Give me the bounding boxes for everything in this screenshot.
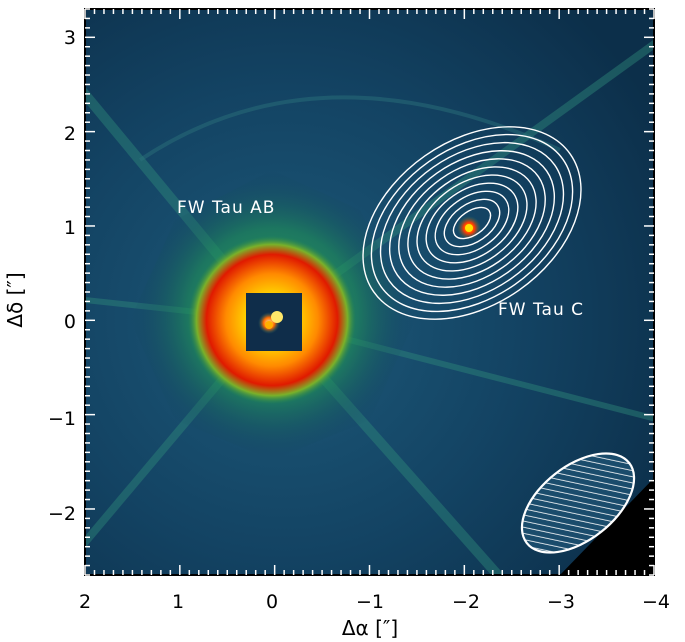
x-tick-labels: 2 1 0 −1 −2 −3 −4 [79, 591, 670, 613]
x-axis-label: Δα [″] [342, 616, 398, 640]
contours [362, 126, 582, 320]
companion-label: FW Tau C [498, 300, 584, 320]
x-tick-label: −1 [356, 591, 384, 613]
x-tick-label: 1 [172, 591, 184, 613]
x-tick-label: 2 [79, 591, 91, 613]
x-tick-label: 0 [266, 591, 278, 613]
y-tick-label: −1 [48, 408, 76, 430]
x-tick-label: −3 [547, 591, 575, 613]
y-tick-label: 0 [64, 311, 76, 333]
y-axis-label: Δδ [″] [3, 272, 27, 327]
y-tick-label: 2 [64, 123, 76, 145]
primary-label: FW Tau AB [177, 198, 275, 218]
x-tick-label: −2 [452, 591, 480, 613]
x-tick-label: −4 [642, 591, 670, 613]
y-tick-label: 3 [64, 27, 76, 49]
y-tick-label: −2 [48, 503, 76, 525]
beam-ellipse-icon [520, 452, 636, 554]
tick-marks [84, 8, 655, 576]
y-tick-label: 1 [64, 217, 76, 239]
y-tick-labels: −2 −1 0 1 2 3 [48, 27, 76, 525]
